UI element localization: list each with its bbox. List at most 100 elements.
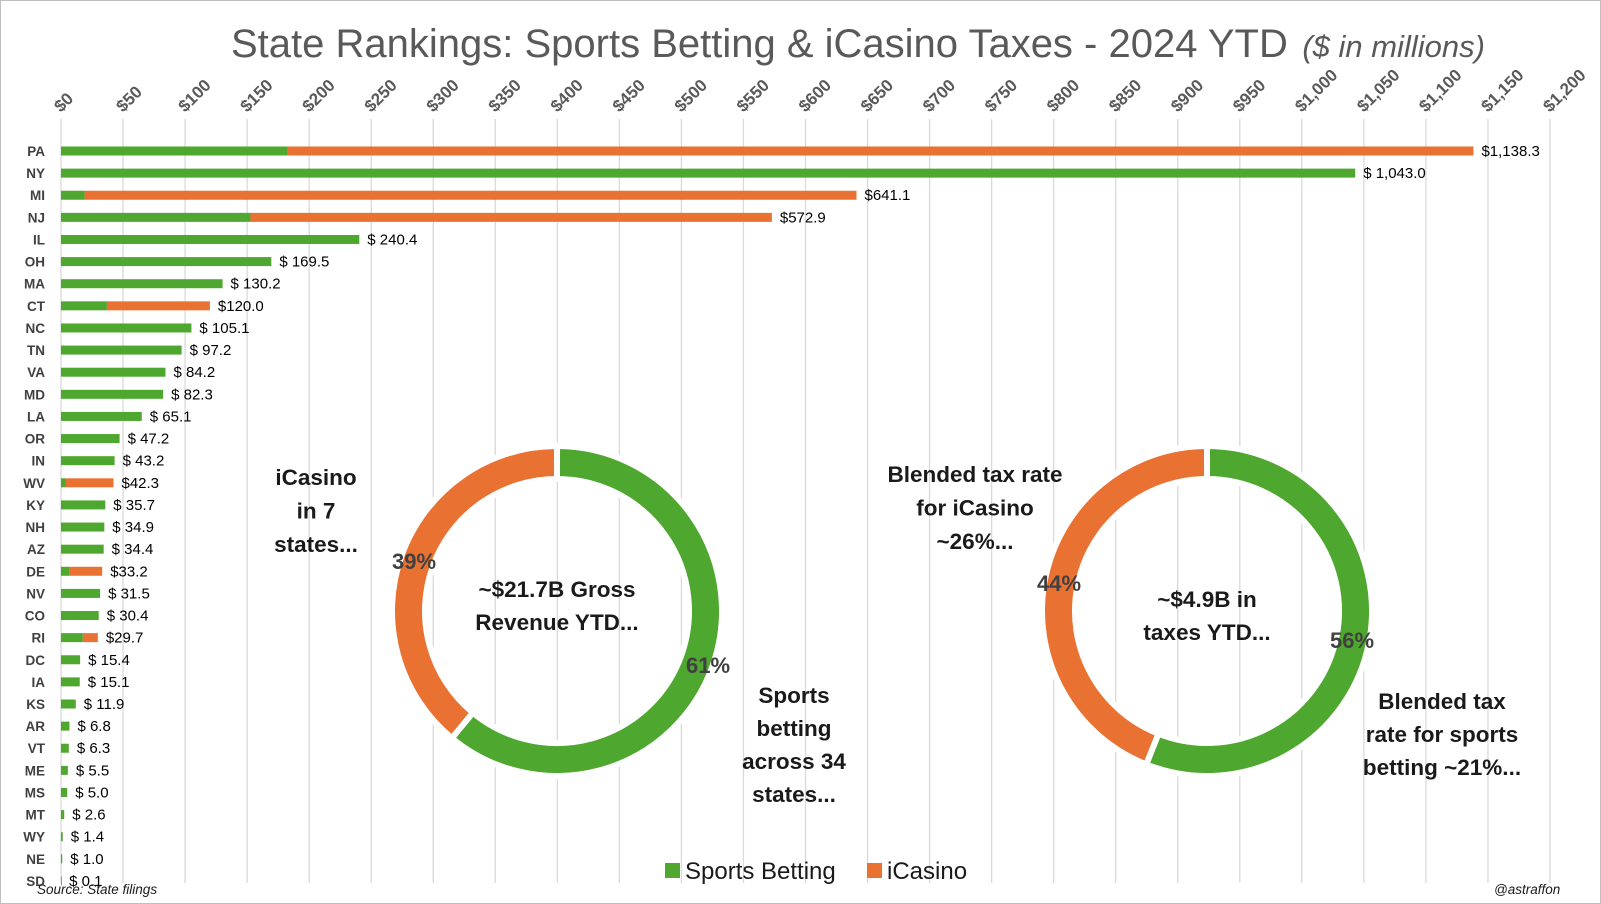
bar-sports-betting — [61, 146, 288, 156]
bar-value-label: $ 84.2 — [173, 364, 215, 381]
bar-sports-betting — [61, 810, 65, 820]
state-label: NH — [26, 520, 46, 535]
state-label: NY — [26, 166, 45, 181]
annotation-blended-icasino: Blended tax rate for iCasino ~26%... — [887, 462, 1062, 554]
x-tick-label: $1,000 — [1291, 66, 1341, 116]
bar-sports-betting — [61, 257, 272, 267]
bar-row: PA $1,138.3 — [27, 143, 1540, 160]
bar-row: CT $120.0 — [27, 298, 264, 315]
state-label: NJ — [28, 210, 45, 225]
bar-value-label: $120.0 — [218, 298, 264, 315]
bar-row: NJ $572.9 — [28, 209, 826, 226]
bar-icasino — [287, 146, 1474, 156]
state-label: CO — [25, 609, 45, 624]
bar-value-label: $ 34.4 — [112, 541, 154, 558]
state-label: WY — [23, 830, 45, 845]
chart-title: State Rankings: Sports Betting & iCasino… — [231, 22, 1485, 66]
bar-value-label: $ 31.5 — [108, 585, 150, 602]
bar-row: CO $ 30.4 — [25, 608, 149, 625]
donut-chart-taxes: 56% 44% ~$4.9B in taxes YTD... — [1037, 442, 1375, 779]
bar-value-label: $ 2.6 — [72, 807, 105, 824]
state-label: IL — [33, 232, 45, 247]
bar-row: MS $ 5.0 — [25, 784, 109, 801]
bar-row: NH $ 34.9 — [26, 519, 155, 536]
state-label: KY — [26, 498, 45, 513]
x-axis-ticks: $0 $50 $100 $150 $200 $250 $300 $350 $400 $450 $50… — [50, 66, 1589, 116]
bar-sports-betting — [61, 876, 62, 886]
x-tick-label: $700 — [919, 76, 959, 116]
x-tick-label: $1,150 — [1477, 66, 1527, 116]
bar-value-label: $ 47.2 — [128, 431, 170, 448]
bar-value-label: $ 240.4 — [367, 231, 417, 248]
bar-value-label: $ 169.5 — [279, 254, 329, 271]
bar-row: IA $ 15.1 — [32, 674, 130, 691]
legend: Sports Betting iCasino — [665, 858, 967, 885]
bar-value-label: $ 43.2 — [123, 453, 165, 470]
legend-label-sports-betting: Sports Betting — [685, 858, 836, 885]
donut-percent-label: 39% — [392, 549, 436, 574]
x-tick-label: $100 — [174, 76, 214, 116]
bar-value-label: $ 5.0 — [75, 784, 108, 801]
bar-sports-betting — [61, 655, 81, 665]
bar-sports-betting — [61, 611, 99, 621]
bar-row: NC $ 105.1 — [26, 320, 250, 337]
chart-title-main: State Rankings: Sports Betting & iCasino… — [231, 22, 1288, 66]
donut-percent-label: 61% — [686, 653, 730, 678]
state-label: MD — [24, 387, 45, 402]
bar-row: DE $33.2 — [26, 563, 148, 580]
bar-sports-betting — [61, 787, 68, 797]
bar-sports-betting — [61, 434, 120, 444]
donut-percent-label: 44% — [1037, 571, 1081, 596]
bar-sports-betting — [61, 212, 251, 222]
state-label: NC — [26, 321, 46, 336]
author-credit: @astraffon — [1494, 882, 1560, 897]
bar-sports-betting — [61, 456, 115, 466]
x-tick-label: $250 — [361, 76, 401, 116]
bar-icasino — [106, 301, 210, 311]
bar-sports-betting — [61, 168, 1356, 178]
bar-sports-betting — [61, 389, 164, 399]
x-tick-label: $1,100 — [1415, 66, 1465, 116]
bar-row: AR $ 6.8 — [26, 718, 111, 735]
x-tick-label: $1,050 — [1353, 66, 1403, 116]
x-tick-label: $400 — [547, 76, 587, 116]
bar-value-label: $ 11.9 — [84, 696, 125, 713]
x-tick-label: $200 — [299, 76, 339, 116]
donut-center-label: ~$21.7B Gross Revenue YTD... — [475, 577, 638, 635]
x-tick-label: $50 — [112, 82, 145, 115]
state-label: IA — [32, 675, 46, 690]
x-tick-label: $350 — [485, 76, 525, 116]
state-label: OH — [25, 255, 45, 270]
bar-row: WY $ 1.4 — [23, 829, 104, 846]
bar-row: AZ $ 34.4 — [27, 541, 153, 558]
x-tick-label: $300 — [423, 76, 463, 116]
state-label: SD — [26, 874, 45, 889]
bar-row: IL $ 240.4 — [33, 231, 417, 248]
annotation-blended-sports: Blended tax rate for sports betting ~21%..… — [1363, 689, 1521, 780]
bar-row: OH $ 169.5 — [25, 254, 330, 271]
source-note: Source: State filings — [37, 882, 157, 897]
bar-sports-betting — [61, 677, 80, 687]
bar-value-label: $ 0.1 — [69, 873, 102, 890]
bar-sports-betting — [61, 633, 83, 643]
state-label: MI — [30, 188, 45, 203]
bar-row: LA $ 65.1 — [27, 408, 191, 425]
donut-slice-icasino — [389, 442, 560, 743]
bar-value-label: $ 34.9 — [112, 519, 154, 536]
bar-value-label: $42.3 — [121, 475, 159, 492]
bar-value-label: $572.9 — [780, 209, 826, 226]
state-label: VT — [28, 741, 46, 756]
bar-row: WV $42.3 — [23, 475, 159, 492]
donut-slice-icasino — [1039, 442, 1210, 769]
state-label: LA — [27, 409, 45, 424]
bar-sports-betting — [61, 522, 105, 532]
bar-chart: PA $1,138.3 NY $ 1,043.0 MI $641.1 NJ $572.9 IL $… — [23, 143, 1540, 890]
bar-value-label: $ 15.1 — [88, 674, 130, 691]
x-tick-label: $150 — [237, 76, 277, 116]
state-label: MA — [24, 277, 45, 292]
legend-swatch-sports-betting — [665, 863, 680, 878]
bar-row: ME $ 5.5 — [25, 762, 109, 779]
annotation-icasino-states: iCasino in 7 states... — [274, 465, 358, 557]
x-tick-label: $600 — [795, 76, 835, 116]
